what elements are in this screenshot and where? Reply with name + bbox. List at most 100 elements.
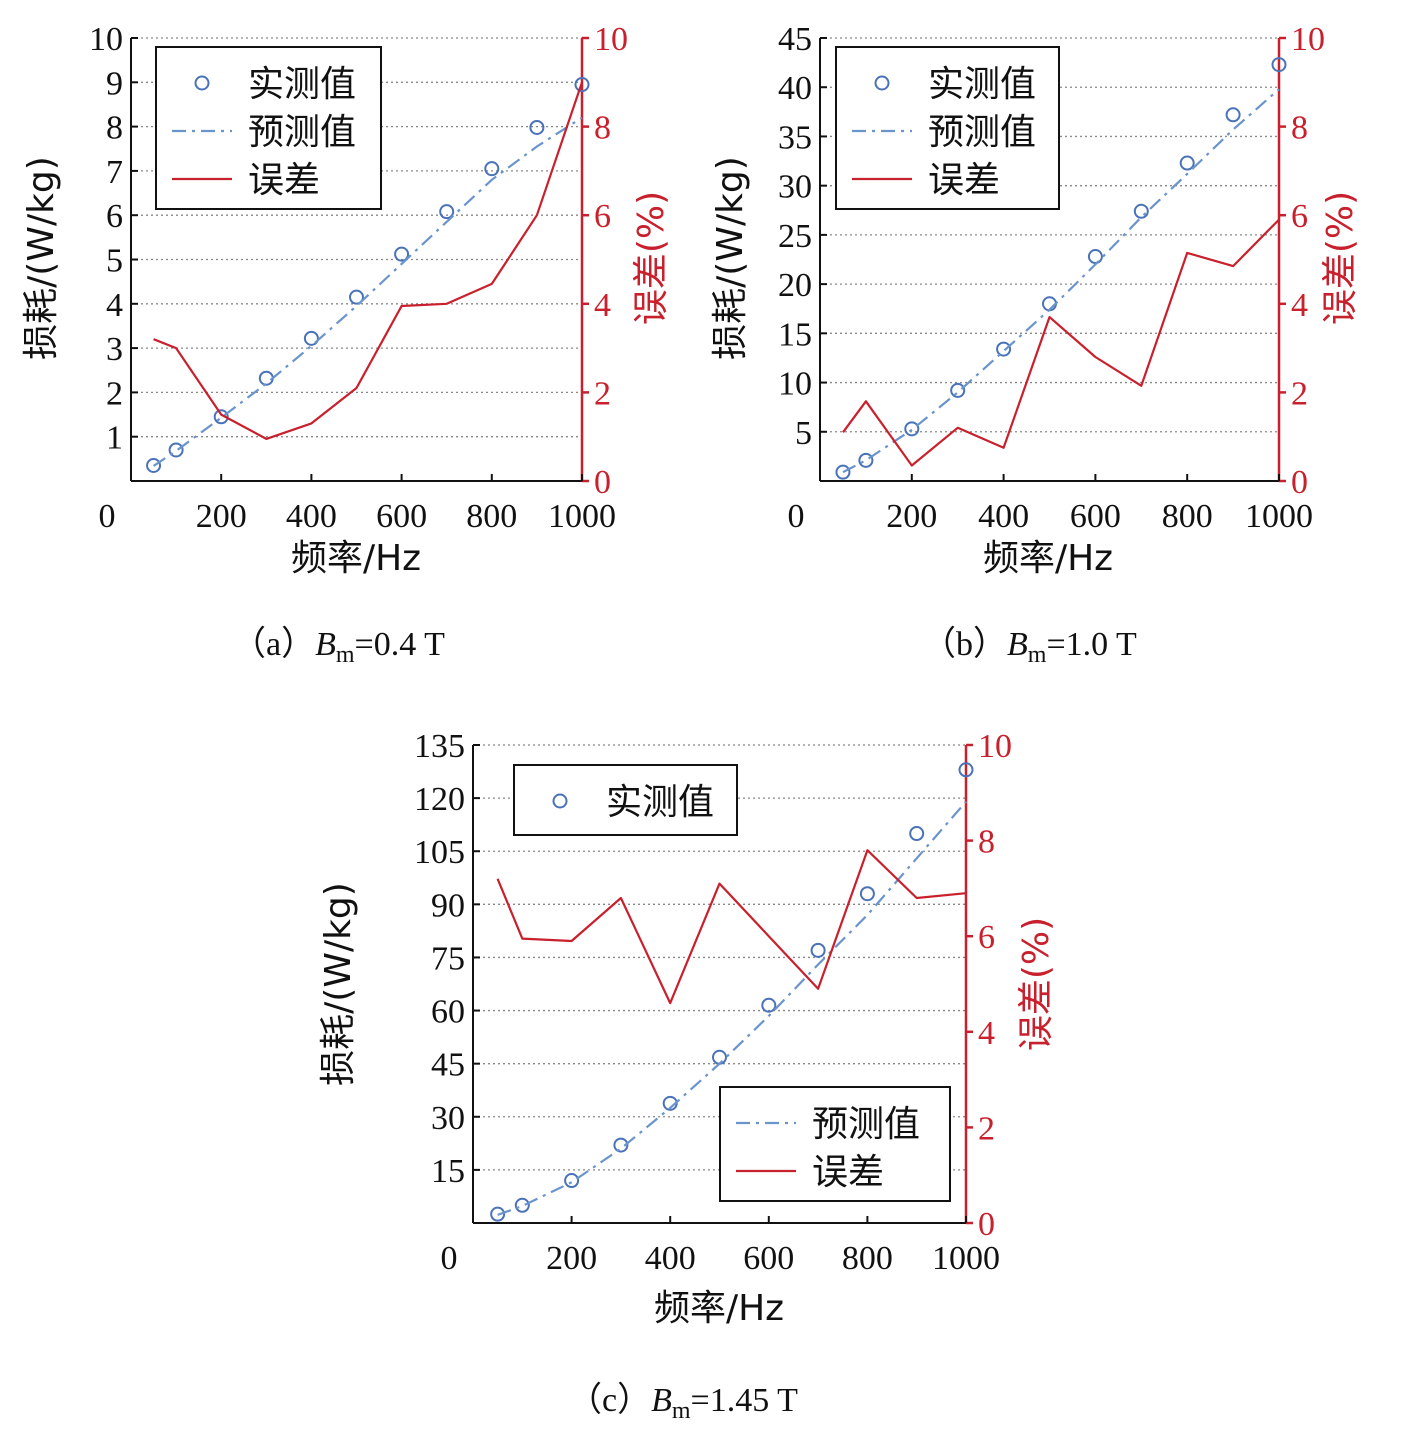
measured-point: [484, 161, 500, 177]
y-tick-label: 5: [795, 415, 812, 452]
y-tick-label: 35: [778, 119, 812, 156]
caption-subscript: m: [336, 642, 355, 668]
y-tick-label: 105: [414, 834, 465, 871]
measured-point: [835, 464, 851, 480]
measured-point: [574, 77, 590, 93]
measured-point: [168, 442, 184, 458]
y2-tick-label: 0: [594, 464, 611, 501]
y-tick-label: 45: [431, 1047, 465, 1084]
subfigure-caption: （c）Bm=1.45 T: [568, 1381, 798, 1424]
measured-point: [213, 409, 229, 425]
caption-symbol: B: [315, 626, 336, 663]
y-tick-label: 10: [89, 21, 123, 58]
legend-top: 实测值: [513, 764, 738, 836]
caption-prefix: （a）: [232, 625, 315, 663]
x-tick-label: 0: [99, 498, 116, 535]
y-tick-label: 9: [106, 65, 123, 102]
x-tick-label: 600: [1070, 498, 1121, 535]
measured-point: [1133, 203, 1149, 219]
x-tick-label: 1000: [548, 498, 616, 535]
y2-tick-label: 6: [1291, 198, 1308, 235]
measured-point: [859, 886, 875, 902]
legend-frame: [513, 764, 738, 836]
y-tick-label: 8: [106, 110, 123, 147]
y2-tick-label: 10: [594, 21, 628, 58]
subfigure-caption: （b）Bm=1.0 T: [922, 625, 1137, 668]
x-tick-label: 600: [743, 1240, 794, 1277]
legend-frame: [155, 46, 382, 210]
measured-point: [761, 997, 777, 1013]
y2-tick-label: 0: [1291, 464, 1308, 501]
measured-point: [1179, 155, 1195, 171]
measured-point: [810, 942, 826, 958]
y-tick-label: 40: [778, 70, 812, 107]
predicted-line: [152, 116, 583, 467]
x-axis-label: 频率/Hz: [654, 1288, 784, 1329]
measured-point: [858, 452, 874, 468]
x-tick-label: 0: [441, 1240, 458, 1277]
y-tick-label: 6: [106, 198, 123, 235]
y-tick-label: 90: [431, 887, 465, 924]
measured-point: [529, 119, 545, 135]
legend-label-predicted: 预测值: [248, 112, 356, 153]
measured-point: [564, 1173, 580, 1189]
x-axis-label: 频率/Hz: [291, 538, 421, 579]
chart-a: 1 2 3 4 5 6 7 8 9 10 0 2 4 6 8 10 0 200 400 600 800 1000 频率/Hz…: [21, 21, 672, 668]
y-axis-label: 损耗/(W/kg): [710, 156, 751, 360]
measured-point: [712, 1049, 727, 1065]
legend-frame: [719, 1086, 951, 1202]
y-tick-label: 10: [778, 366, 812, 403]
measured-point: [613, 1137, 629, 1153]
measured-point: [514, 1197, 530, 1213]
caption-value: =0.4 T: [355, 626, 446, 663]
legend-marker-measured: [552, 793, 568, 809]
legend-marker-measured: [194, 75, 210, 91]
measured-point: [349, 289, 364, 305]
subfigure-caption: （a）Bm=0.4 T: [232, 625, 445, 668]
x-tick-label: 200: [196, 498, 247, 535]
y2-tick-label: 0: [978, 1206, 995, 1243]
y-axis-label: 损耗/(W/kg): [318, 882, 359, 1086]
y-tick-label: 25: [778, 218, 812, 255]
y2-axis-label: 误差(%): [1016, 917, 1057, 1051]
error-line: [153, 81, 584, 440]
y-tick-label: 7: [106, 154, 123, 191]
measured-point: [950, 382, 966, 398]
y-tick-label: 45: [778, 21, 812, 58]
y-axis-label: 损耗/(W/kg): [21, 156, 62, 360]
predicted-line: [497, 800, 967, 1216]
y-tick-label: 120: [414, 781, 465, 818]
measured-point: [146, 457, 162, 473]
measured-point: [996, 341, 1012, 357]
y2-tick-label: 8: [594, 110, 611, 147]
measured-point: [490, 1206, 506, 1222]
y-tick-label: 4: [106, 287, 123, 324]
measured-point: [258, 370, 274, 386]
chart-b: 5 10 15 20 25 30 35 40 45 0 2 4 6 8 10 0 200 400 600 800 100…: [710, 21, 1361, 668]
caption-value: =1.45 T: [691, 1382, 799, 1419]
x-tick-label: 1000: [1245, 498, 1313, 535]
legend-label-predicted: 预测值: [812, 1104, 920, 1145]
x-axis-label: 频率/Hz: [983, 538, 1113, 579]
predicted-line: [842, 88, 1280, 474]
x-tick-label: 800: [1162, 498, 1213, 535]
y2-axis-label: 误差(%): [631, 191, 672, 325]
legend-label-measured: 实测值: [248, 64, 356, 105]
legend-marker-measured: [874, 75, 890, 91]
caption-symbol: B: [1007, 626, 1028, 663]
y-tick-label: 2: [106, 375, 123, 412]
y2-tick-label: 4: [594, 287, 611, 324]
y2-tick-label: 4: [978, 1015, 995, 1052]
x-tick-label: 0: [788, 498, 805, 535]
legend-label-measured: 实测值: [606, 782, 714, 823]
measured-point: [303, 330, 319, 346]
caption-value: =1.0 T: [1046, 626, 1137, 663]
error-line: [842, 218, 1280, 467]
x-tick-label: 800: [466, 498, 517, 535]
x-tick-label: 400: [978, 498, 1029, 535]
caption-symbol: B: [651, 1382, 672, 1419]
legend-label-predicted: 预测值: [928, 112, 1036, 153]
